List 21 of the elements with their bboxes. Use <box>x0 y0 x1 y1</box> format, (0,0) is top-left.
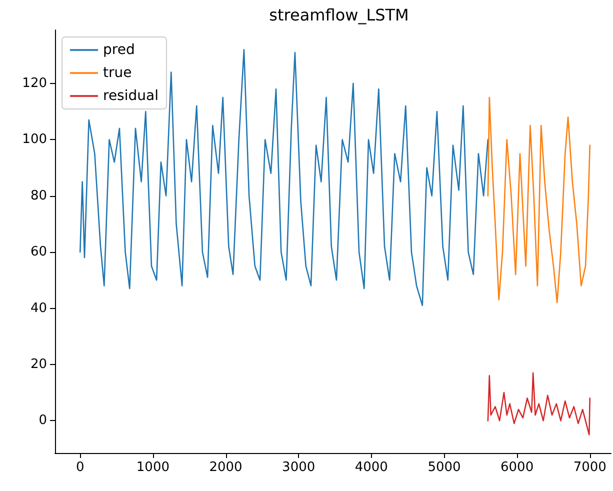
x-tick-label: 1000 <box>136 460 170 475</box>
y-tick-label: 100 <box>22 132 47 148</box>
y-tick-label: 80 <box>30 188 47 204</box>
x-tick-label: 5000 <box>428 460 461 475</box>
y-tick-label: 60 <box>30 244 47 260</box>
line-series <box>487 96 591 304</box>
line-series <box>487 372 591 436</box>
y-tick-label: 40 <box>30 300 47 316</box>
chart-title: streamflow_LSTM <box>269 6 409 24</box>
x-tick-label: 7000 <box>573 460 606 475</box>
legend-label: true <box>103 65 132 81</box>
y-tick-label: 0 <box>38 413 47 428</box>
y-tick-label: 20 <box>30 356 47 372</box>
x-tick-label: 4000 <box>354 460 388 475</box>
x-tick-label: 0 <box>76 460 84 475</box>
legend-label: pred <box>103 42 135 58</box>
x-tick-label: 6000 <box>500 460 534 475</box>
y-tick-label: 120 <box>22 76 47 91</box>
legend-label: residual <box>103 88 158 104</box>
x-tick-label: 3000 <box>282 460 316 475</box>
x-tick-label: 2000 <box>209 460 242 475</box>
